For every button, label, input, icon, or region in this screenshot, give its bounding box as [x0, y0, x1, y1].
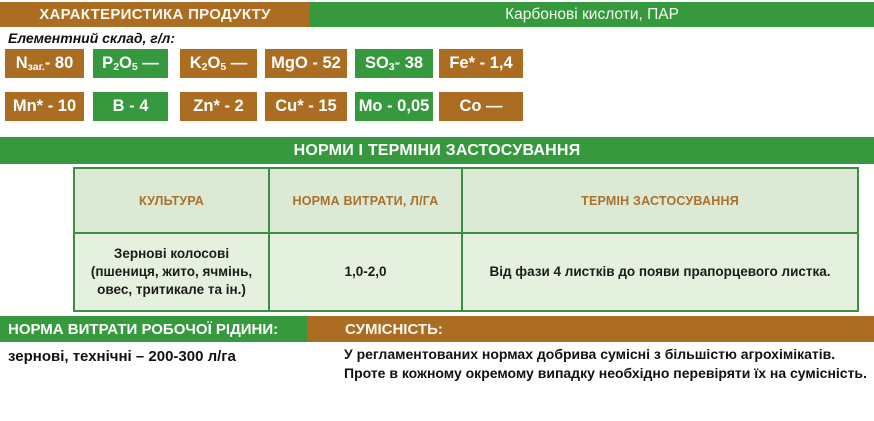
- norms-table-header-row: КУЛЬТУРА НОРМА ВИТРАТИ, Л/ГА ТЕРМІН ЗАСТ…: [73, 167, 859, 234]
- column-header-rate: НОРМА ВИТРАТИ, Л/ГА: [268, 167, 463, 234]
- badge-so3: SO 3- 38: [355, 49, 433, 78]
- column-header-culture: КУЛЬТУРА: [73, 167, 270, 234]
- cell-term: Від фази 4 листків до появи прапорцевого…: [461, 232, 859, 312]
- table-row: Зернові колосові (пшениця, жито, ячмінь,…: [73, 232, 859, 312]
- compatibility-line-2: Проте в кожному окремому випадку необхід…: [344, 365, 867, 381]
- cell-rate: 1,0-2,0: [268, 232, 463, 312]
- working-fluid-rate-value: зернові, технічні – 200-300 л/га: [8, 348, 236, 365]
- compatibility-header: СУМІСНІСТЬ:: [307, 316, 874, 342]
- compatibility-text: У регламентованих нормах добрива сумісні…: [344, 345, 867, 383]
- working-fluid-rate-header: НОРМА ВИТРАТИ РОБОЧОЇ РІДИНИ:: [0, 316, 307, 342]
- badge-mn: Mn* - 10: [5, 92, 84, 121]
- compatibility-line-1: У регламентованих нормах добрива сумісні…: [344, 346, 836, 362]
- norms-table: КУЛЬТУРА НОРМА ВИТРАТИ, Л/ГА ТЕРМІН ЗАСТ…: [73, 167, 859, 312]
- badge-b: B - 4: [93, 92, 168, 121]
- product-characteristics-header: ХАРАКТЕРИСТИКА ПРОДУКТУ: [0, 2, 310, 27]
- top-header-bars: ХАРАКТЕРИСТИКА ПРОДУКТУ Карбонові кислот…: [0, 2, 874, 27]
- norms-section-header: НОРМИ І ТЕРМІНИ ЗАСТОСУВАННЯ: [0, 137, 874, 164]
- badge-co: Co —: [439, 92, 523, 121]
- bottom-header-bars: НОРМА ВИТРАТИ РОБОЧОЇ РІДИНИ: СУМІСНІСТЬ…: [0, 316, 874, 342]
- badge-fe: Fe* - 1,4: [439, 49, 523, 78]
- badge-zn: Zn* - 2: [180, 92, 257, 121]
- badge-mo: Mo - 0,05: [355, 92, 433, 121]
- composition-label: Елементний склад, г/л:: [8, 30, 176, 46]
- badge-cu: Cu* - 15: [265, 92, 347, 121]
- product-type-header: Карбонові кислоти, ПАР: [310, 2, 874, 27]
- column-header-term: ТЕРМІН ЗАСТОСУВАННЯ: [461, 167, 859, 234]
- cell-culture: Зернові колосові (пшениця, жито, ячмінь,…: [73, 232, 270, 312]
- badge-mgo: MgO - 52: [265, 49, 347, 78]
